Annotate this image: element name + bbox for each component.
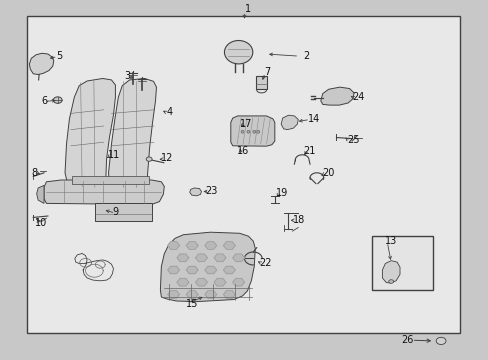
Polygon shape [223, 266, 235, 274]
Text: 23: 23 [205, 186, 217, 196]
Polygon shape [320, 87, 353, 105]
Polygon shape [195, 254, 207, 261]
Polygon shape [108, 78, 156, 188]
Text: 15: 15 [185, 299, 198, 309]
Text: 20: 20 [322, 168, 334, 178]
Polygon shape [382, 261, 399, 283]
Text: 10: 10 [35, 218, 47, 228]
Text: 2: 2 [303, 51, 309, 61]
Bar [95, 203, 151, 221]
Polygon shape [223, 291, 235, 298]
Bar [371, 236, 432, 290]
Polygon shape [167, 266, 179, 274]
Text: 22: 22 [259, 258, 271, 268]
Ellipse shape [246, 130, 249, 133]
Text: 18: 18 [293, 215, 305, 225]
Ellipse shape [241, 130, 244, 133]
Text: 12: 12 [161, 153, 173, 163]
Text: 24: 24 [351, 92, 364, 102]
Bar [27, 16, 459, 333]
Ellipse shape [224, 40, 252, 64]
Text: 6: 6 [41, 96, 48, 106]
Text: 7: 7 [264, 67, 270, 77]
Polygon shape [177, 279, 188, 286]
Text: 17: 17 [239, 119, 251, 129]
Polygon shape [214, 254, 225, 261]
Bar [238, 127, 262, 137]
Polygon shape [167, 242, 179, 249]
Ellipse shape [146, 157, 152, 161]
Text: 13: 13 [385, 236, 397, 246]
Polygon shape [44, 180, 164, 204]
Polygon shape [167, 291, 179, 298]
Text: 26: 26 [400, 335, 412, 345]
Text: 16: 16 [237, 146, 249, 156]
Text: 25: 25 [346, 135, 359, 145]
Polygon shape [214, 279, 225, 286]
Text: 8: 8 [32, 168, 38, 178]
Text: 5: 5 [56, 51, 62, 61]
Polygon shape [29, 53, 54, 75]
Ellipse shape [256, 130, 259, 133]
Polygon shape [195, 279, 207, 286]
Polygon shape [186, 291, 198, 298]
Polygon shape [189, 188, 201, 196]
Polygon shape [204, 242, 216, 249]
Text: 19: 19 [276, 188, 288, 198]
Text: 21: 21 [303, 146, 315, 156]
Text: 14: 14 [307, 114, 320, 124]
Polygon shape [177, 254, 188, 261]
Polygon shape [232, 279, 244, 286]
Polygon shape [65, 78, 115, 188]
Text: 3: 3 [124, 71, 131, 81]
Polygon shape [186, 266, 198, 274]
Polygon shape [72, 176, 149, 184]
Polygon shape [37, 185, 44, 203]
Ellipse shape [252, 130, 255, 133]
Polygon shape [232, 254, 244, 261]
Ellipse shape [388, 280, 393, 283]
Polygon shape [223, 242, 235, 249]
Ellipse shape [435, 337, 445, 345]
Polygon shape [281, 115, 298, 130]
Polygon shape [204, 291, 216, 298]
Text: 9: 9 [112, 207, 119, 217]
Text: 1: 1 [244, 4, 250, 14]
Polygon shape [204, 266, 216, 274]
Text: 4: 4 [166, 107, 172, 117]
Text: 11: 11 [107, 150, 120, 160]
Ellipse shape [53, 97, 62, 103]
Bar [256, 76, 266, 89]
Polygon shape [230, 116, 274, 146]
Polygon shape [160, 232, 255, 302]
Polygon shape [186, 242, 198, 249]
